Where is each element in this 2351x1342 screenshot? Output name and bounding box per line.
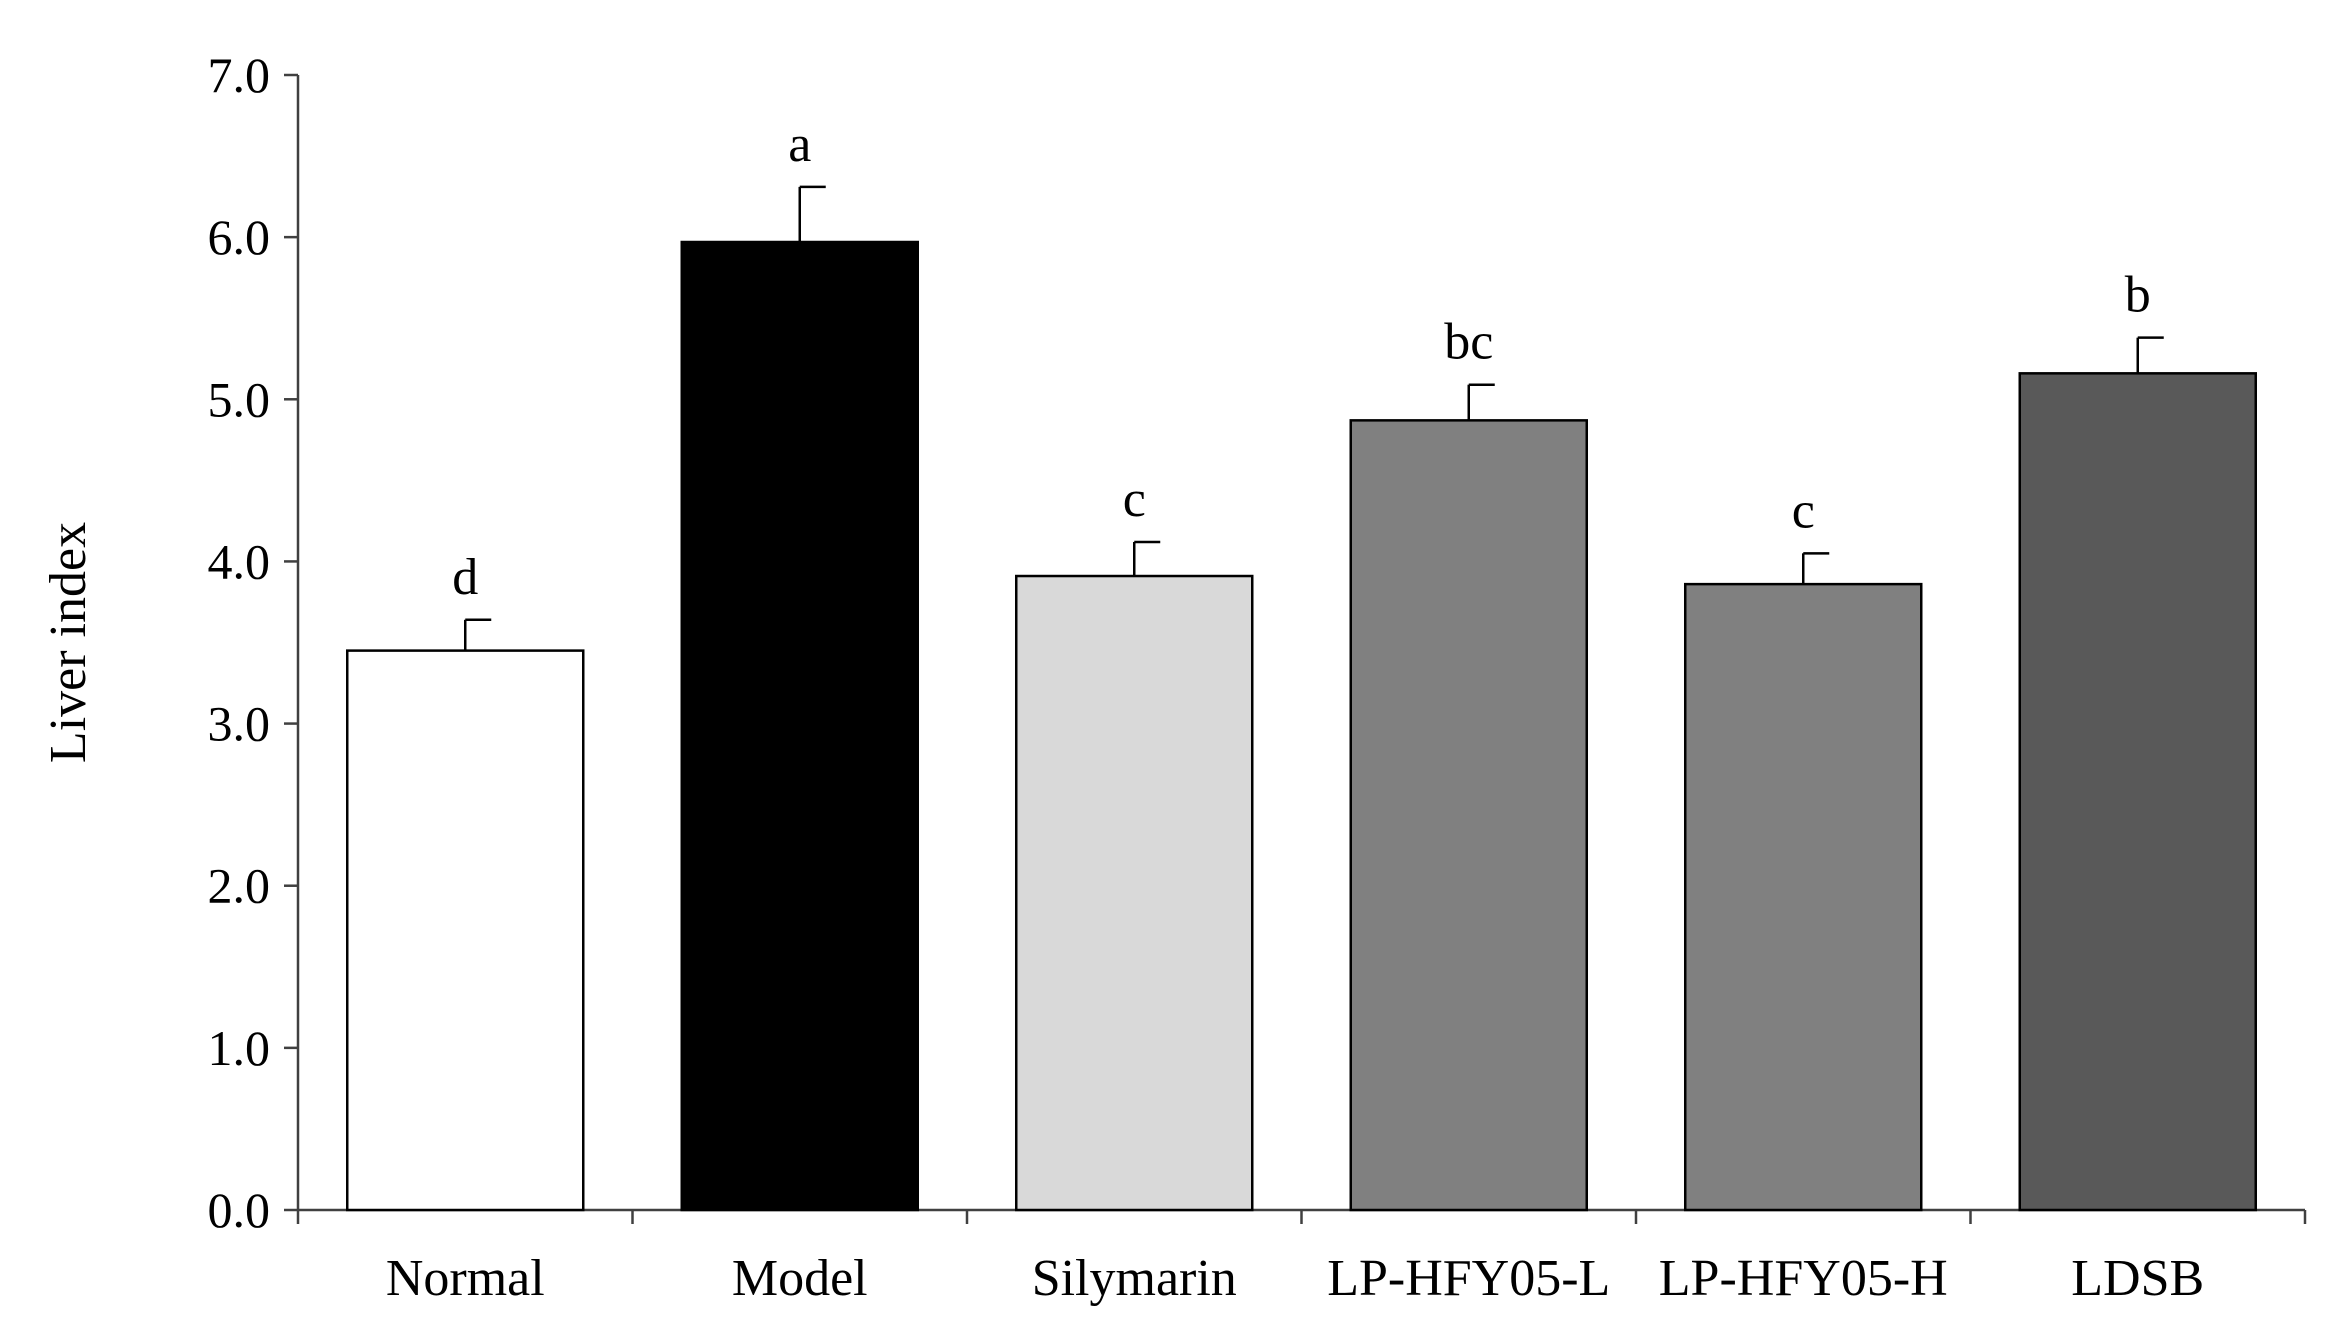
y-tick-label: 6.0 [208, 209, 271, 265]
x-category-label: LP-HFY05-H [1659, 1250, 1948, 1307]
significance-label: a [788, 116, 811, 173]
y-axis: 0.0 1.0 2.0 3.0 4.0 5.0 6.0 7.0 [208, 47, 300, 1238]
significance-label: b [2125, 267, 2151, 324]
y-tick-label: 7.0 [208, 47, 271, 103]
bar-lp-hfy05-h [1684, 582, 1923, 1212]
x-category-label: Model [732, 1250, 868, 1307]
x-axis [296, 1208, 2307, 1224]
significance-label: c [1792, 482, 1815, 539]
bar-model [680, 240, 919, 1212]
bar-lp-hfy05-l [1349, 419, 1588, 1212]
y-tick-label: 0.0 [208, 1182, 271, 1238]
bar-series [346, 185, 2257, 1212]
y-tick-label: 5.0 [208, 371, 271, 427]
y-tick-label: 1.0 [208, 1020, 271, 1076]
x-category-label: Normal [386, 1250, 545, 1307]
x-category-label: LP-HFY05-L [1327, 1250, 1610, 1307]
x-category-label: Silymarin [1032, 1250, 1237, 1307]
bar-normal [346, 649, 585, 1212]
y-tick-label: 3.0 [208, 696, 271, 752]
bar-annotations: d Normal a Model c Silymarin bc LP-HFY05-L c LP-H… [386, 116, 2204, 1307]
significance-label: d [452, 549, 478, 606]
bar-ldsb [2018, 372, 2257, 1212]
significance-label: c [1123, 471, 1146, 528]
y-tick-label: 4.0 [208, 533, 271, 589]
significance-label: bc [1444, 314, 1493, 371]
bar-silymarin [1015, 574, 1254, 1212]
x-category-label: LDSB [2071, 1250, 2204, 1307]
y-tick-label: 2.0 [208, 858, 271, 914]
y-axis-title: Liver index [40, 522, 97, 763]
